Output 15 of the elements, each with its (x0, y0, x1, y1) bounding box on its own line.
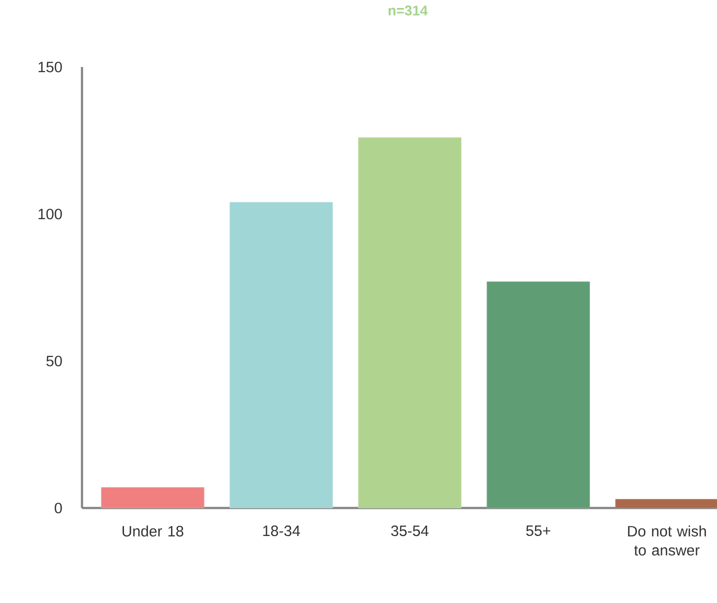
y-tick-label: 150 (38, 62, 62, 72)
x-tick-label: Do not wish to answer (628, 526, 706, 556)
bar (230, 202, 333, 508)
y-tick-label: 50 (46, 356, 62, 366)
bar (358, 137, 462, 508)
bar (615, 498, 717, 508)
bar (101, 487, 204, 508)
y-tick-label: 100 (38, 208, 62, 220)
x-tick-label: 55+ (526, 526, 550, 536)
x-tick-label: 18-34 (263, 526, 300, 536)
x-tick-label: 35-54 (391, 526, 429, 536)
x-tick-label: Under 18 (122, 526, 184, 537)
bar (486, 281, 590, 508)
chart-title: n=314 (388, 6, 428, 16)
y-tick-label: 0 (54, 502, 62, 514)
